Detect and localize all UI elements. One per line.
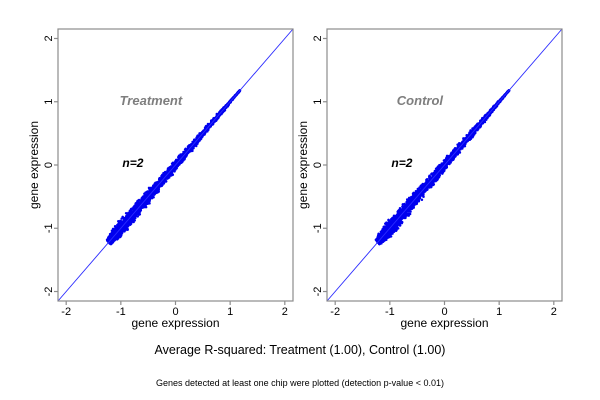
x-axis-title: gene expression xyxy=(131,316,219,330)
y-axis-title: gene expression xyxy=(27,121,41,209)
x-tick-label: 1 xyxy=(496,306,502,318)
y-tick-label: 1 xyxy=(312,99,324,105)
panel-annotation: n=2 xyxy=(122,156,143,170)
y-tick-label: 2 xyxy=(312,35,324,41)
x-tick-label: 2 xyxy=(551,306,557,318)
x-tick-label: 0 xyxy=(441,306,447,318)
panel-title: Treatment xyxy=(120,93,183,108)
x-tick-label: 1 xyxy=(227,306,233,318)
x-tick-label: -1 xyxy=(385,306,395,318)
x-tick-label: -1 xyxy=(116,306,126,318)
y-tick-label: -2 xyxy=(312,287,324,297)
y-tick-label: -1 xyxy=(312,223,324,233)
y-tick-label: 0 xyxy=(43,162,55,168)
y-tick-label: -1 xyxy=(43,223,55,233)
x-tick-label: -2 xyxy=(61,306,71,318)
panel-annotation: n=2 xyxy=(391,156,412,170)
y-tick-label: 1 xyxy=(43,99,55,105)
panel-title: Control xyxy=(397,93,444,108)
y-tick-label: 2 xyxy=(43,35,55,41)
x-tick-label: 2 xyxy=(282,306,288,318)
identity-line xyxy=(326,28,563,302)
x-tick-label: -2 xyxy=(330,306,340,318)
x-axis-title: gene expression xyxy=(400,316,488,330)
caption-detection-note: Genes detected at least one chip were pl… xyxy=(156,378,444,388)
y-tick-label: -2 xyxy=(43,287,55,297)
y-axis-title: gene expression xyxy=(296,121,310,209)
y-tick-label: 0 xyxy=(312,162,324,168)
x-tick-label: 0 xyxy=(172,306,178,318)
identity-line xyxy=(57,28,294,302)
caption-average-r-squared: Average R-squared: Treatment (1.00), Con… xyxy=(154,343,446,357)
scatter-plots-canvas: -2 -1 0 1 2 -2 -1 0 1 2 gene expression gene expres… xyxy=(27,28,563,330)
